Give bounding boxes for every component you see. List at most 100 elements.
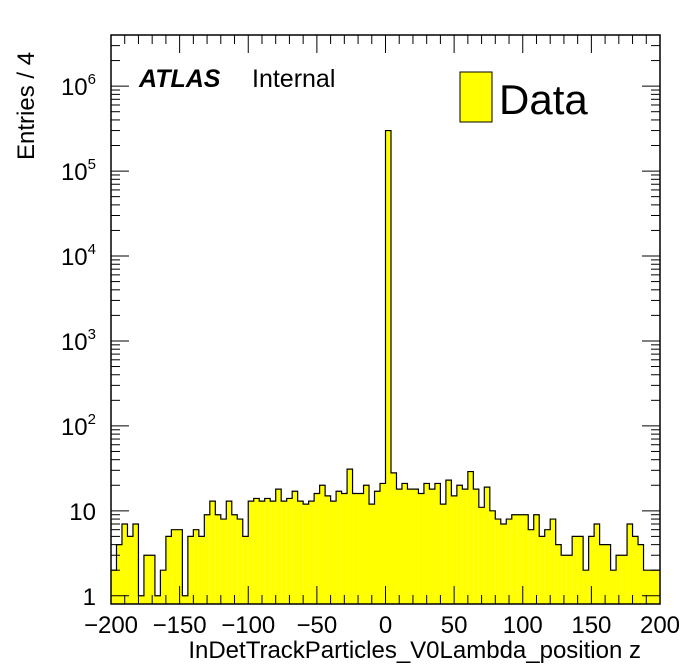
histogram-bar <box>456 485 463 604</box>
histogram-bar <box>220 519 227 604</box>
histogram-bar <box>429 489 435 604</box>
histogram-bar <box>588 536 595 604</box>
histogram-bar <box>627 523 633 604</box>
histogram-bar <box>325 495 331 604</box>
histogram-bar <box>363 485 370 604</box>
histogram-bar <box>297 501 304 604</box>
histogram-bar <box>242 536 249 604</box>
histogram-bar <box>649 570 655 604</box>
histogram-bar <box>418 493 424 604</box>
histogram-bar <box>385 130 391 604</box>
x-tick-label: −100 <box>221 612 275 639</box>
histogram-bar <box>259 501 265 604</box>
histogram-bar <box>407 489 413 604</box>
atlas-internal-label: Internal <box>252 65 335 93</box>
histogram-bar <box>440 504 446 604</box>
histogram-bar <box>352 493 359 604</box>
histogram-bar <box>347 469 353 604</box>
y-tick-base: 10 <box>61 414 88 441</box>
histogram-bar <box>412 489 419 604</box>
histogram-outline <box>111 129 660 597</box>
x-tick-label: −200 <box>84 612 138 639</box>
histogram-bar <box>517 514 523 604</box>
histogram-bar <box>149 555 155 604</box>
histogram-bar <box>171 529 177 604</box>
x-tick-label: 200 <box>640 612 680 639</box>
histogram-bar <box>341 493 348 604</box>
plot-frame <box>110 34 661 605</box>
histogram-bar <box>643 570 650 604</box>
histogram-bar <box>390 472 397 604</box>
histogram-bar <box>654 570 660 604</box>
x-tick-labels: −200 −150 −100 −50 0 50 100 150 200 <box>84 612 680 639</box>
histogram-bar <box>511 514 518 604</box>
histogram-bar <box>248 501 254 604</box>
histogram-bar <box>467 471 474 604</box>
histogram-bar <box>369 504 375 604</box>
histogram-bar <box>275 489 282 604</box>
histogram-bar <box>286 498 293 604</box>
histogram-bar <box>226 501 232 604</box>
y-tick-base: 10 <box>61 74 88 101</box>
histogram-bar <box>495 519 501 604</box>
histogram-bar <box>143 555 150 604</box>
y-tick-label: 104 <box>61 241 96 271</box>
y-tick-exponent: 5 <box>88 156 96 173</box>
histogram-bar <box>616 555 622 604</box>
y-axis-title: Entries / 4 <box>13 52 40 160</box>
histogram-bar <box>270 501 276 604</box>
histogram-bar <box>451 495 457 604</box>
y-tick-base: 10 <box>61 159 88 186</box>
histogram-bar <box>154 595 161 604</box>
histogram-bar <box>292 491 298 604</box>
histogram-bar <box>303 504 309 604</box>
histogram-bar <box>594 523 600 604</box>
histogram-bar <box>445 480 452 604</box>
y-tick-base: 10 <box>69 499 96 526</box>
y-tick-exponent: 2 <box>88 411 96 428</box>
histogram-bar <box>550 519 556 604</box>
histogram-bar <box>533 514 540 604</box>
histogram-bar <box>165 536 172 604</box>
histogram-bar <box>138 595 144 604</box>
histogram-bar <box>396 489 402 604</box>
y-tick-label: 103 <box>61 326 96 356</box>
y-tick-exponent: 3 <box>88 326 96 343</box>
histogram-bar <box>555 544 562 604</box>
histogram-bar <box>198 536 205 604</box>
histogram-bar <box>281 501 287 604</box>
x-tick-label: 50 <box>441 612 468 639</box>
x-tick-label: 0 <box>379 612 392 639</box>
histogram-bar <box>264 498 271 604</box>
histogram-bar <box>358 493 364 604</box>
histogram-bar <box>423 483 430 604</box>
histogram-bar <box>204 514 210 604</box>
histogram-bar <box>187 536 194 604</box>
y-tick-label: 102 <box>61 411 96 441</box>
histogram-bars <box>111 129 660 604</box>
histogram-bar <box>478 507 485 604</box>
histogram-bar <box>544 529 551 604</box>
histogram-bar <box>319 485 326 604</box>
y-tick-label: 10 <box>69 499 96 526</box>
histogram-bar <box>111 570 117 604</box>
histogram-bar <box>621 555 628 604</box>
histogram-bar <box>193 529 199 604</box>
x-axis-title: InDetTrackParticles_V0Lambda_position z <box>188 637 641 664</box>
histogram-bar <box>132 523 139 604</box>
histogram-bar <box>528 529 534 604</box>
histogram-bar <box>632 536 639 604</box>
histogram-bar <box>473 489 479 604</box>
histogram-bar <box>506 519 512 604</box>
histogram-bar <box>330 501 337 604</box>
legend-swatch <box>459 71 493 123</box>
x-tick-label: −50 <box>297 612 338 639</box>
histogram-bar <box>237 519 243 604</box>
histogram-bar <box>209 501 216 604</box>
y-tick-exponent: 6 <box>88 71 96 88</box>
histogram-bar <box>599 544 606 604</box>
histogram-bar <box>253 498 260 604</box>
histogram-bar <box>566 555 573 604</box>
y-tick-label: 105 <box>61 156 96 186</box>
